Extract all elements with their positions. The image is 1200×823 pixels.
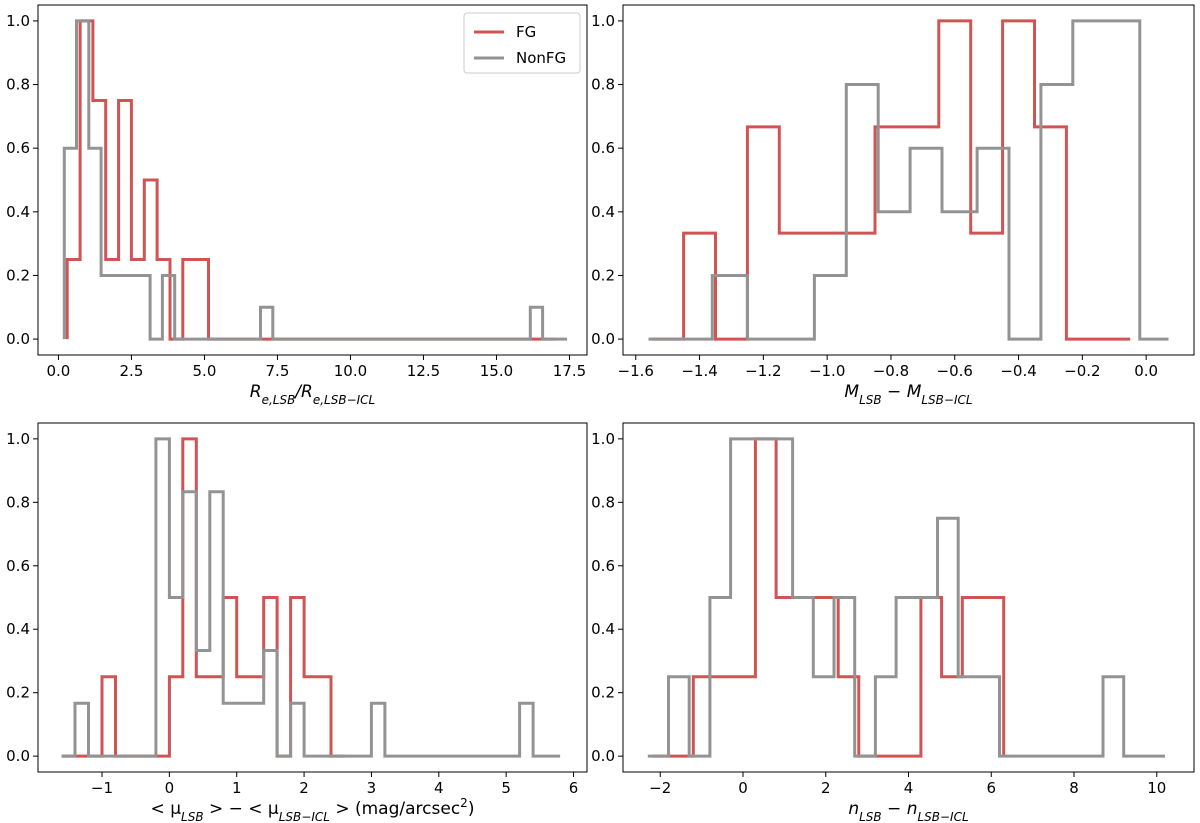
nonfg-histogram-step — [61, 437, 561, 758]
legend: FG NonFG — [463, 12, 581, 74]
y-tick-label: 1.0 — [6, 430, 30, 448]
y-tick-label: 0.2 — [591, 684, 615, 702]
x-tick-label: 4 — [904, 779, 914, 797]
x-tick-label: 2 — [299, 779, 309, 797]
x-tick-label: 6 — [986, 779, 996, 797]
x-axis-label: Re,LSB/Re,LSB−ICL — [250, 382, 375, 407]
fg-histogram-step — [652, 437, 1006, 758]
y-tick-label: 0.6 — [591, 139, 615, 157]
x-tick-label: 10.0 — [334, 362, 367, 380]
plot-frame — [37, 4, 588, 356]
y-tick-label: 0.8 — [591, 493, 615, 511]
x-tick-label: 17.5 — [553, 362, 586, 380]
fg-histogram-step — [651, 19, 1131, 341]
y-tick-label: 1.0 — [591, 430, 615, 448]
x-tick-label: −1.0 — [809, 362, 845, 380]
y-tick-label: 0.0 — [591, 747, 615, 765]
y-tick-label: 0.6 — [6, 139, 30, 157]
x-tick-label: 2.5 — [120, 362, 144, 380]
x-tick-label: −1 — [91, 779, 113, 797]
x-tick-label: 15.0 — [480, 362, 513, 380]
x-tick-label: −1.6 — [618, 362, 654, 380]
x-tick-label: 8 — [1069, 779, 1079, 797]
y-tick-label: 0.0 — [6, 747, 30, 765]
x-axis-label: < μLSB > − < μLSB−ICL > (mag/arcsec2) — [151, 796, 475, 823]
y-tick-label: 0.4 — [591, 203, 615, 221]
nonfg-legend-label: NonFG — [516, 49, 566, 67]
x-tick-label: −0.6 — [937, 362, 973, 380]
y-tick-label: 0.4 — [6, 620, 30, 638]
y-tick-label: 0.4 — [591, 620, 615, 638]
y-tick-label: 0.0 — [6, 330, 30, 348]
plot-frame — [37, 422, 588, 773]
x-axis-label: nLSB − nLSB−ICL — [848, 799, 968, 823]
x-tick-label: 0.0 — [1134, 362, 1158, 380]
x-tick-label: 0.0 — [47, 362, 71, 380]
y-tick-label: 0.0 — [591, 330, 615, 348]
nonfg-histogram-step — [648, 19, 1169, 341]
x-tick-label: 4 — [434, 779, 444, 797]
x-tick-label: 3 — [367, 779, 377, 797]
panel-re-ratio-histogram: 0.0 2.5 5.0 7.5 10.0 12.5 15.0 17.5 0.0 0.2 0.4 0.6… — [6, 4, 588, 407]
y-tick-label: 0.8 — [591, 76, 615, 94]
y-tick-label: 1.0 — [591, 12, 615, 30]
y-tick-label: 1.0 — [6, 12, 30, 30]
x-tick-label: 5.0 — [193, 362, 217, 380]
nonfg-histogram-step — [62, 19, 568, 341]
x-tick-label: 10 — [1147, 779, 1166, 797]
fg-legend-label: FG — [516, 23, 536, 41]
x-tick-label: −2 — [649, 779, 671, 797]
y-tick-label: 0.2 — [591, 266, 615, 284]
y-tick-label: 0.2 — [6, 266, 30, 284]
x-tick-label: 5 — [501, 779, 511, 797]
x-tick-label: 0 — [738, 779, 748, 797]
nonfg-histogram-step — [647, 437, 1165, 758]
x-tick-label: 6 — [569, 779, 579, 797]
x-tick-label: 2 — [821, 779, 831, 797]
x-tick-label: −0.4 — [1000, 362, 1036, 380]
panel-magnitude-difference-histogram: −1.6 −1.4 −1.2 −1.0 −0.8 −0.6 −0.4 −0.2 0.0 0.0 0.… — [591, 4, 1195, 407]
x-tick-label: −1.2 — [745, 362, 781, 380]
panel-sersic-index-difference-histogram: −2 0 2 4 6 8 10 0.0 0.2 0.4 0.6 0.8 1.0 nLSB − nLSB−I… — [591, 422, 1195, 823]
panel-surface-brightness-difference-histogram: −1 0 1 2 3 4 5 6 0.0 0.2 0.4 0.6 0.8 1.0 < μLSB > − < … — [6, 422, 588, 823]
plot-frame — [622, 4, 1195, 356]
x-tick-label: 1 — [232, 779, 242, 797]
x-tick-label: 0 — [165, 779, 175, 797]
y-tick-label: 0.6 — [591, 557, 615, 575]
x-axis-label: MLSB − MLSB−ICL — [844, 382, 972, 407]
x-tick-label: 12.5 — [407, 362, 440, 380]
x-tick-label: 7.5 — [266, 362, 290, 380]
y-tick-label: 0.8 — [6, 76, 30, 94]
y-tick-label: 0.8 — [6, 493, 30, 511]
y-tick-label: 0.2 — [6, 684, 30, 702]
fg-histogram-step — [61, 437, 345, 758]
y-tick-label: 0.6 — [6, 557, 30, 575]
x-tick-label: −0.2 — [1064, 362, 1100, 380]
y-tick-label: 0.4 — [6, 203, 30, 221]
x-tick-label: −1.4 — [681, 362, 717, 380]
x-tick-label: −0.8 — [873, 362, 909, 380]
